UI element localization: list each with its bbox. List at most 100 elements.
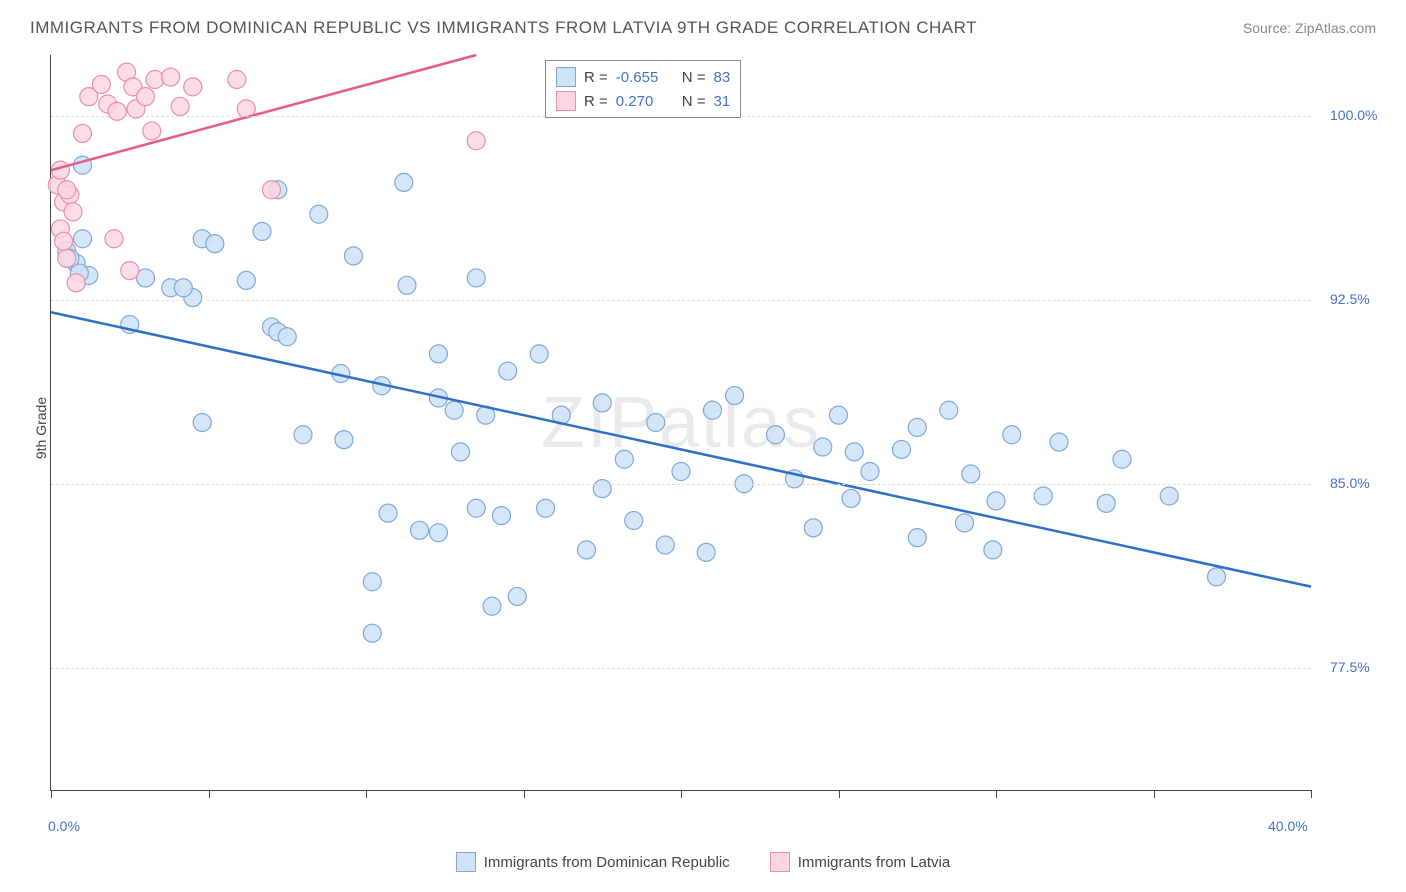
- stats-n-label: N =: [682, 93, 706, 110]
- data-point: [206, 235, 224, 253]
- data-point: [171, 97, 189, 115]
- data-point: [962, 465, 980, 483]
- data-point: [379, 504, 397, 522]
- plot-area: ZIPatlas: [50, 55, 1311, 791]
- data-point: [411, 521, 429, 539]
- gridline-h: [51, 300, 1311, 301]
- data-point: [467, 269, 485, 287]
- source-prefix: Source:: [1243, 20, 1295, 36]
- data-point: [861, 463, 879, 481]
- data-point: [467, 499, 485, 517]
- data-point: [908, 418, 926, 436]
- data-point: [672, 463, 690, 481]
- data-point: [893, 440, 911, 458]
- data-point: [55, 232, 73, 250]
- data-point: [335, 431, 353, 449]
- data-point: [452, 443, 470, 461]
- stats-r-value: -0.655: [616, 69, 674, 86]
- data-point: [253, 222, 271, 240]
- data-point: [940, 401, 958, 419]
- stats-row: R = -0.655 N = 83: [556, 65, 730, 89]
- data-point: [294, 426, 312, 444]
- chart-title: IMMIGRANTS FROM DOMINICAN REPUBLIC VS IM…: [30, 18, 977, 38]
- data-point: [1050, 433, 1068, 451]
- y-tick-label: 92.5%: [1330, 291, 1370, 307]
- data-point: [530, 345, 548, 363]
- data-point: [647, 414, 665, 432]
- data-point: [814, 438, 832, 456]
- data-point: [184, 78, 202, 96]
- legend-item: Immigrants from Latvia: [770, 852, 951, 872]
- data-point: [908, 529, 926, 547]
- x-axis-right-label: 40.0%: [1268, 818, 1308, 834]
- data-point: [174, 279, 192, 297]
- data-point: [656, 536, 674, 554]
- x-tick: [681, 790, 682, 798]
- legend-item: Immigrants from Dominican Republic: [456, 852, 730, 872]
- x-axis-left-label: 0.0%: [48, 818, 80, 834]
- data-point: [483, 597, 501, 615]
- legend-swatch: [770, 852, 790, 872]
- data-point: [310, 205, 328, 223]
- legend-swatch: [456, 852, 476, 872]
- data-point: [108, 102, 126, 120]
- stats-r-value: 0.270: [616, 93, 674, 110]
- data-point: [467, 132, 485, 150]
- data-point: [1113, 450, 1131, 468]
- data-point: [1003, 426, 1021, 444]
- data-point: [492, 507, 510, 525]
- data-point: [121, 262, 139, 280]
- bottom-legend: Immigrants from Dominican Republic Immigr…: [0, 852, 1406, 872]
- stats-n-value: 83: [714, 69, 731, 86]
- data-point: [67, 274, 85, 292]
- data-point: [767, 426, 785, 444]
- data-point: [263, 181, 281, 199]
- data-point: [162, 68, 180, 86]
- stats-r-label: R =: [584, 69, 608, 86]
- data-point: [395, 173, 413, 191]
- x-tick: [1311, 790, 1312, 798]
- data-point: [830, 406, 848, 424]
- gridline-h: [51, 484, 1311, 485]
- data-point: [278, 328, 296, 346]
- data-point: [697, 543, 715, 561]
- stats-row: R =0.270N =31: [556, 89, 730, 113]
- data-point: [615, 450, 633, 468]
- data-point: [593, 480, 611, 498]
- data-point: [146, 71, 164, 89]
- data-point: [398, 276, 416, 294]
- data-point: [429, 524, 447, 542]
- x-tick: [366, 790, 367, 798]
- stats-swatch: [556, 91, 576, 111]
- gridline-h: [51, 668, 1311, 669]
- data-point: [804, 519, 822, 537]
- data-point: [445, 401, 463, 419]
- source-name: ZipAtlas.com: [1295, 20, 1376, 36]
- data-point: [704, 401, 722, 419]
- data-point: [74, 230, 92, 248]
- y-tick-label: 77.5%: [1330, 659, 1370, 675]
- data-point: [625, 512, 643, 530]
- data-point: [842, 489, 860, 507]
- legend-label: Immigrants from Dominican Republic: [484, 854, 730, 871]
- data-point: [429, 345, 447, 363]
- data-point: [74, 124, 92, 142]
- x-tick: [839, 790, 840, 798]
- data-point: [1034, 487, 1052, 505]
- data-point: [193, 414, 211, 432]
- data-point: [363, 573, 381, 591]
- data-point: [1208, 568, 1226, 586]
- stats-n-label: N =: [682, 69, 706, 86]
- y-axis-label: 9th Grade: [33, 397, 49, 459]
- data-point: [228, 71, 246, 89]
- data-point: [508, 587, 526, 605]
- data-point: [499, 362, 517, 380]
- y-tick-label: 85.0%: [1330, 475, 1370, 491]
- data-point: [137, 88, 155, 106]
- data-point: [363, 624, 381, 642]
- chart-svg: [51, 55, 1311, 790]
- stats-r-label: R =: [584, 93, 608, 110]
- stats-swatch: [556, 67, 576, 87]
- data-point: [64, 203, 82, 221]
- x-tick: [209, 790, 210, 798]
